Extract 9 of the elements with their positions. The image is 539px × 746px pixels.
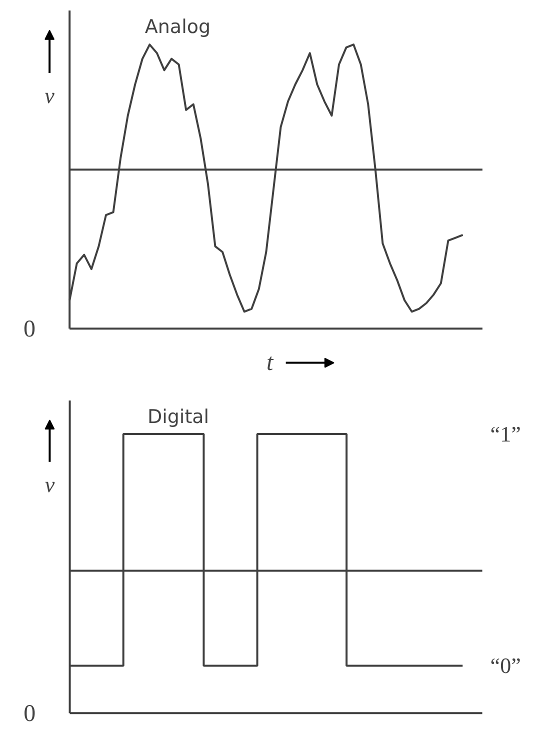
x-axis-title: t bbox=[266, 350, 274, 376]
text: 0 bbox=[24, 701, 36, 728]
y-axis-title: v bbox=[44, 83, 55, 108]
chart-title: Analog bbox=[144, 16, 211, 38]
text: “1” bbox=[490, 422, 521, 446]
chart-title: Digital bbox=[147, 406, 210, 428]
text: “0” bbox=[490, 653, 521, 678]
y-axis-title: v bbox=[44, 472, 55, 497]
text: 0 bbox=[24, 316, 36, 343]
